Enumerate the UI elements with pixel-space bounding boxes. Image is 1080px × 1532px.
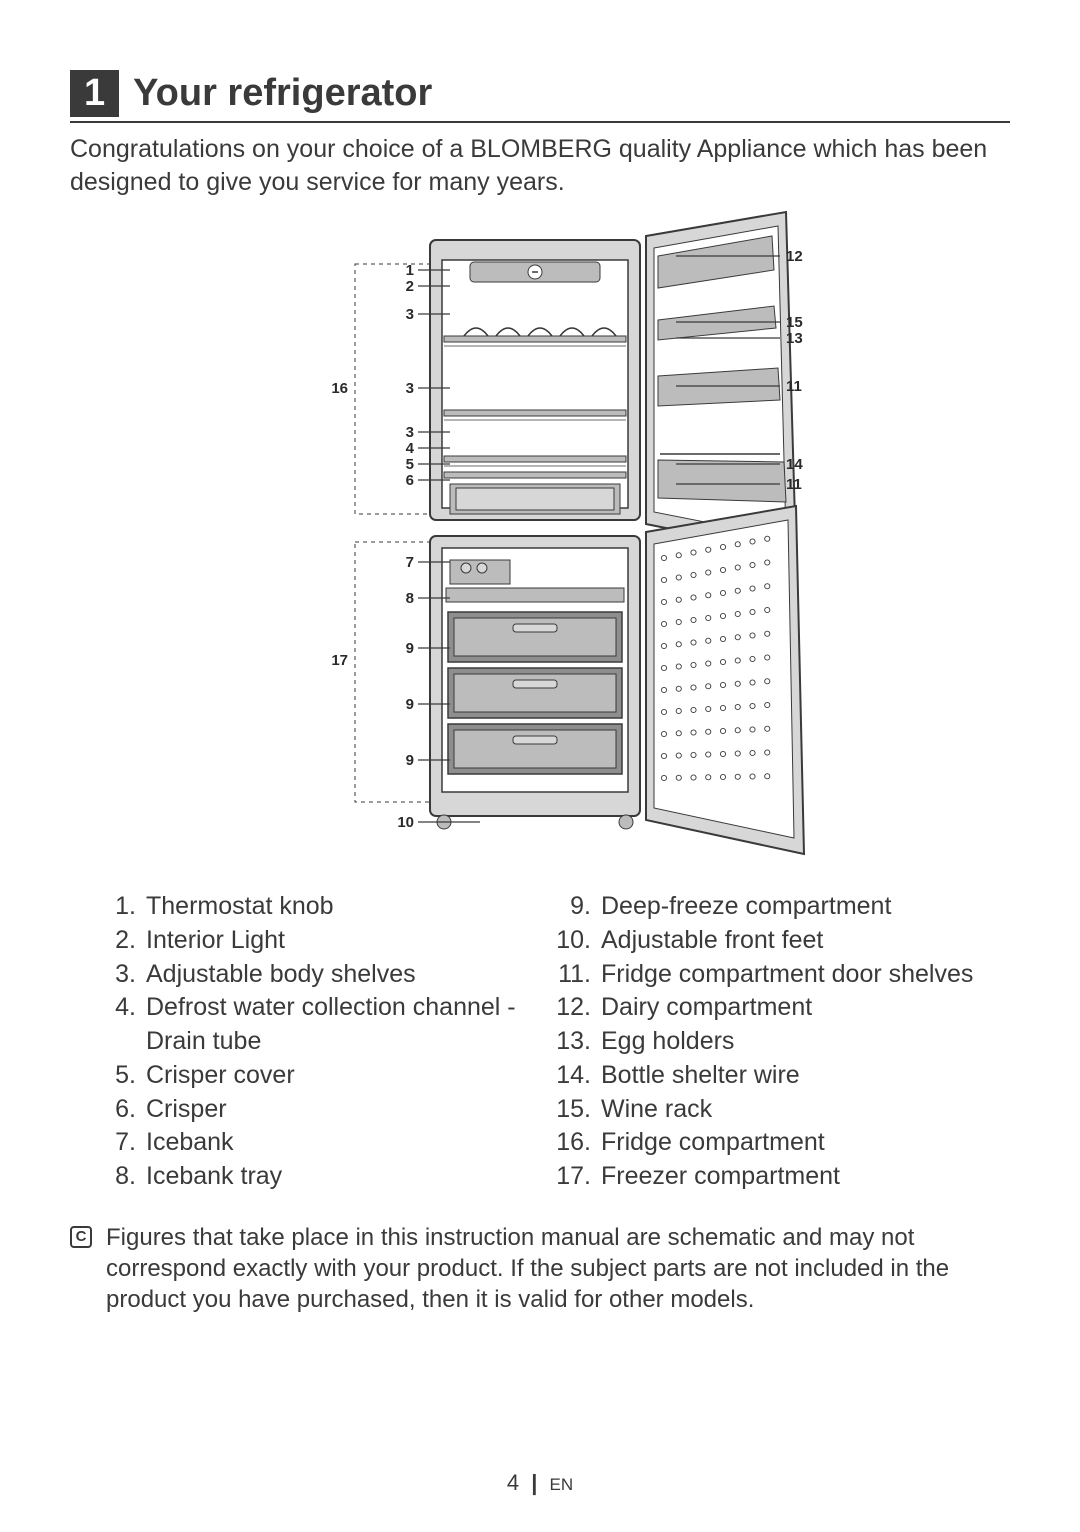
list-item: 6.Crisper — [100, 1093, 525, 1127]
part-number: 9. — [555, 890, 601, 924]
list-item: 1.Thermostat knob — [100, 890, 525, 924]
svg-text:6: 6 — [406, 472, 414, 489]
part-label: Crisper — [146, 1093, 525, 1127]
part-label: Adjustable front feet — [601, 924, 980, 958]
parts-legend: 1.Thermostat knob2.Interior Light3.Adjus… — [70, 890, 1010, 1194]
svg-text:11: 11 — [786, 378, 802, 395]
part-number: 4. — [100, 991, 146, 1059]
info-icon: C — [70, 1226, 92, 1248]
part-label: Thermostat knob — [146, 890, 525, 924]
list-item: 5.Crisper cover — [100, 1059, 525, 1093]
part-label: Crisper cover — [146, 1059, 525, 1093]
part-label: Dairy compartment — [601, 991, 980, 1025]
svg-text:3: 3 — [406, 424, 414, 441]
footer-divider: | — [531, 1470, 537, 1495]
svg-text:14: 14 — [786, 456, 803, 473]
list-item: 8.Icebank tray — [100, 1160, 525, 1194]
part-label: Icebank tray — [146, 1160, 525, 1194]
svg-text:15: 15 — [786, 314, 803, 331]
svg-text:11: 11 — [786, 476, 802, 493]
part-label: Fridge compartment door shelves — [601, 958, 980, 992]
part-number: 17. — [555, 1160, 601, 1194]
svg-text:9: 9 — [406, 696, 414, 713]
part-label: Fridge compartment — [601, 1126, 980, 1160]
part-number: 15. — [555, 1093, 601, 1127]
part-label: Icebank — [146, 1126, 525, 1160]
part-number: 13. — [555, 1025, 601, 1059]
list-item: 7.Icebank — [100, 1126, 525, 1160]
part-label: Defrost water collection channel - Drain… — [146, 991, 525, 1059]
svg-text:2: 2 — [406, 278, 414, 295]
intro-paragraph: Congratulations on your choice of a BLOM… — [70, 133, 1010, 198]
part-number: 7. — [100, 1126, 146, 1160]
section-heading: 1 Your refrigerator — [70, 70, 1010, 123]
list-item: 14.Bottle shelter wire — [555, 1059, 980, 1093]
page-number: 4 — [507, 1470, 519, 1495]
svg-text:4: 4 — [406, 440, 415, 457]
part-label: Deep-freeze compartment — [601, 890, 980, 924]
list-item: 3.Adjustable body shelves — [100, 958, 525, 992]
part-number: 1. — [100, 890, 146, 924]
part-label: Freezer compartment — [601, 1160, 980, 1194]
list-item: 9.Deep-freeze compartment — [555, 890, 980, 924]
svg-text:1: 1 — [406, 262, 414, 279]
part-number: 3. — [100, 958, 146, 992]
svg-text:17: 17 — [331, 652, 348, 669]
parts-list-right: 9.Deep-freeze compartment10.Adjustable f… — [555, 890, 980, 1194]
part-label: Adjustable body shelves — [146, 958, 525, 992]
svg-text:10: 10 — [397, 814, 414, 831]
svg-text:8: 8 — [406, 590, 414, 607]
parts-list-left: 1.Thermostat knob2.Interior Light3.Adjus… — [100, 890, 525, 1194]
part-number: 11. — [555, 958, 601, 992]
part-number: 6. — [100, 1093, 146, 1127]
list-item: 12.Dairy compartment — [555, 991, 980, 1025]
svg-text:3: 3 — [406, 380, 414, 397]
svg-text:12: 12 — [786, 248, 803, 265]
svg-text:3: 3 — [406, 306, 414, 323]
svg-text:9: 9 — [406, 752, 414, 769]
heading-number: 1 — [70, 70, 119, 117]
part-number: 12. — [555, 991, 601, 1025]
svg-text:7: 7 — [406, 554, 414, 571]
page-footer: 4 | EN — [0, 1470, 1080, 1496]
list-item: 17.Freezer compartment — [555, 1160, 980, 1194]
refrigerator-diagram: 1233345678999101215131114111617 — [70, 210, 1010, 870]
list-item: 10.Adjustable front feet — [555, 924, 980, 958]
svg-text:5: 5 — [406, 456, 414, 473]
list-item: 13.Egg holders — [555, 1025, 980, 1059]
part-number: 2. — [100, 924, 146, 958]
part-number: 14. — [555, 1059, 601, 1093]
page-lang: EN — [550, 1475, 574, 1494]
list-item: 4.Defrost water collection channel - Dra… — [100, 991, 525, 1059]
parts-left-column: 1.Thermostat knob2.Interior Light3.Adjus… — [100, 890, 525, 1194]
list-item: 11.Fridge compartment door shelves — [555, 958, 980, 992]
svg-text:16: 16 — [331, 380, 348, 397]
note-text: Figures that take place in this instruct… — [106, 1222, 1010, 1316]
list-item: 2.Interior Light — [100, 924, 525, 958]
part-number: 16. — [555, 1126, 601, 1160]
part-number: 8. — [100, 1160, 146, 1194]
part-label: Wine rack — [601, 1093, 980, 1127]
part-number: 5. — [100, 1059, 146, 1093]
part-label: Egg holders — [601, 1025, 980, 1059]
fridge-svg: 1233345678999101215131114111617 — [220, 210, 860, 870]
list-item: 15.Wine rack — [555, 1093, 980, 1127]
schematic-note: C Figures that take place in this instru… — [70, 1222, 1010, 1316]
heading-title: Your refrigerator — [133, 72, 432, 115]
part-number: 10. — [555, 924, 601, 958]
list-item: 16.Fridge compartment — [555, 1126, 980, 1160]
svg-text:13: 13 — [786, 330, 803, 347]
part-label: Bottle shelter wire — [601, 1059, 980, 1093]
svg-text:9: 9 — [406, 640, 414, 657]
part-label: Interior Light — [146, 924, 525, 958]
parts-right-column: 9.Deep-freeze compartment10.Adjustable f… — [555, 890, 980, 1194]
